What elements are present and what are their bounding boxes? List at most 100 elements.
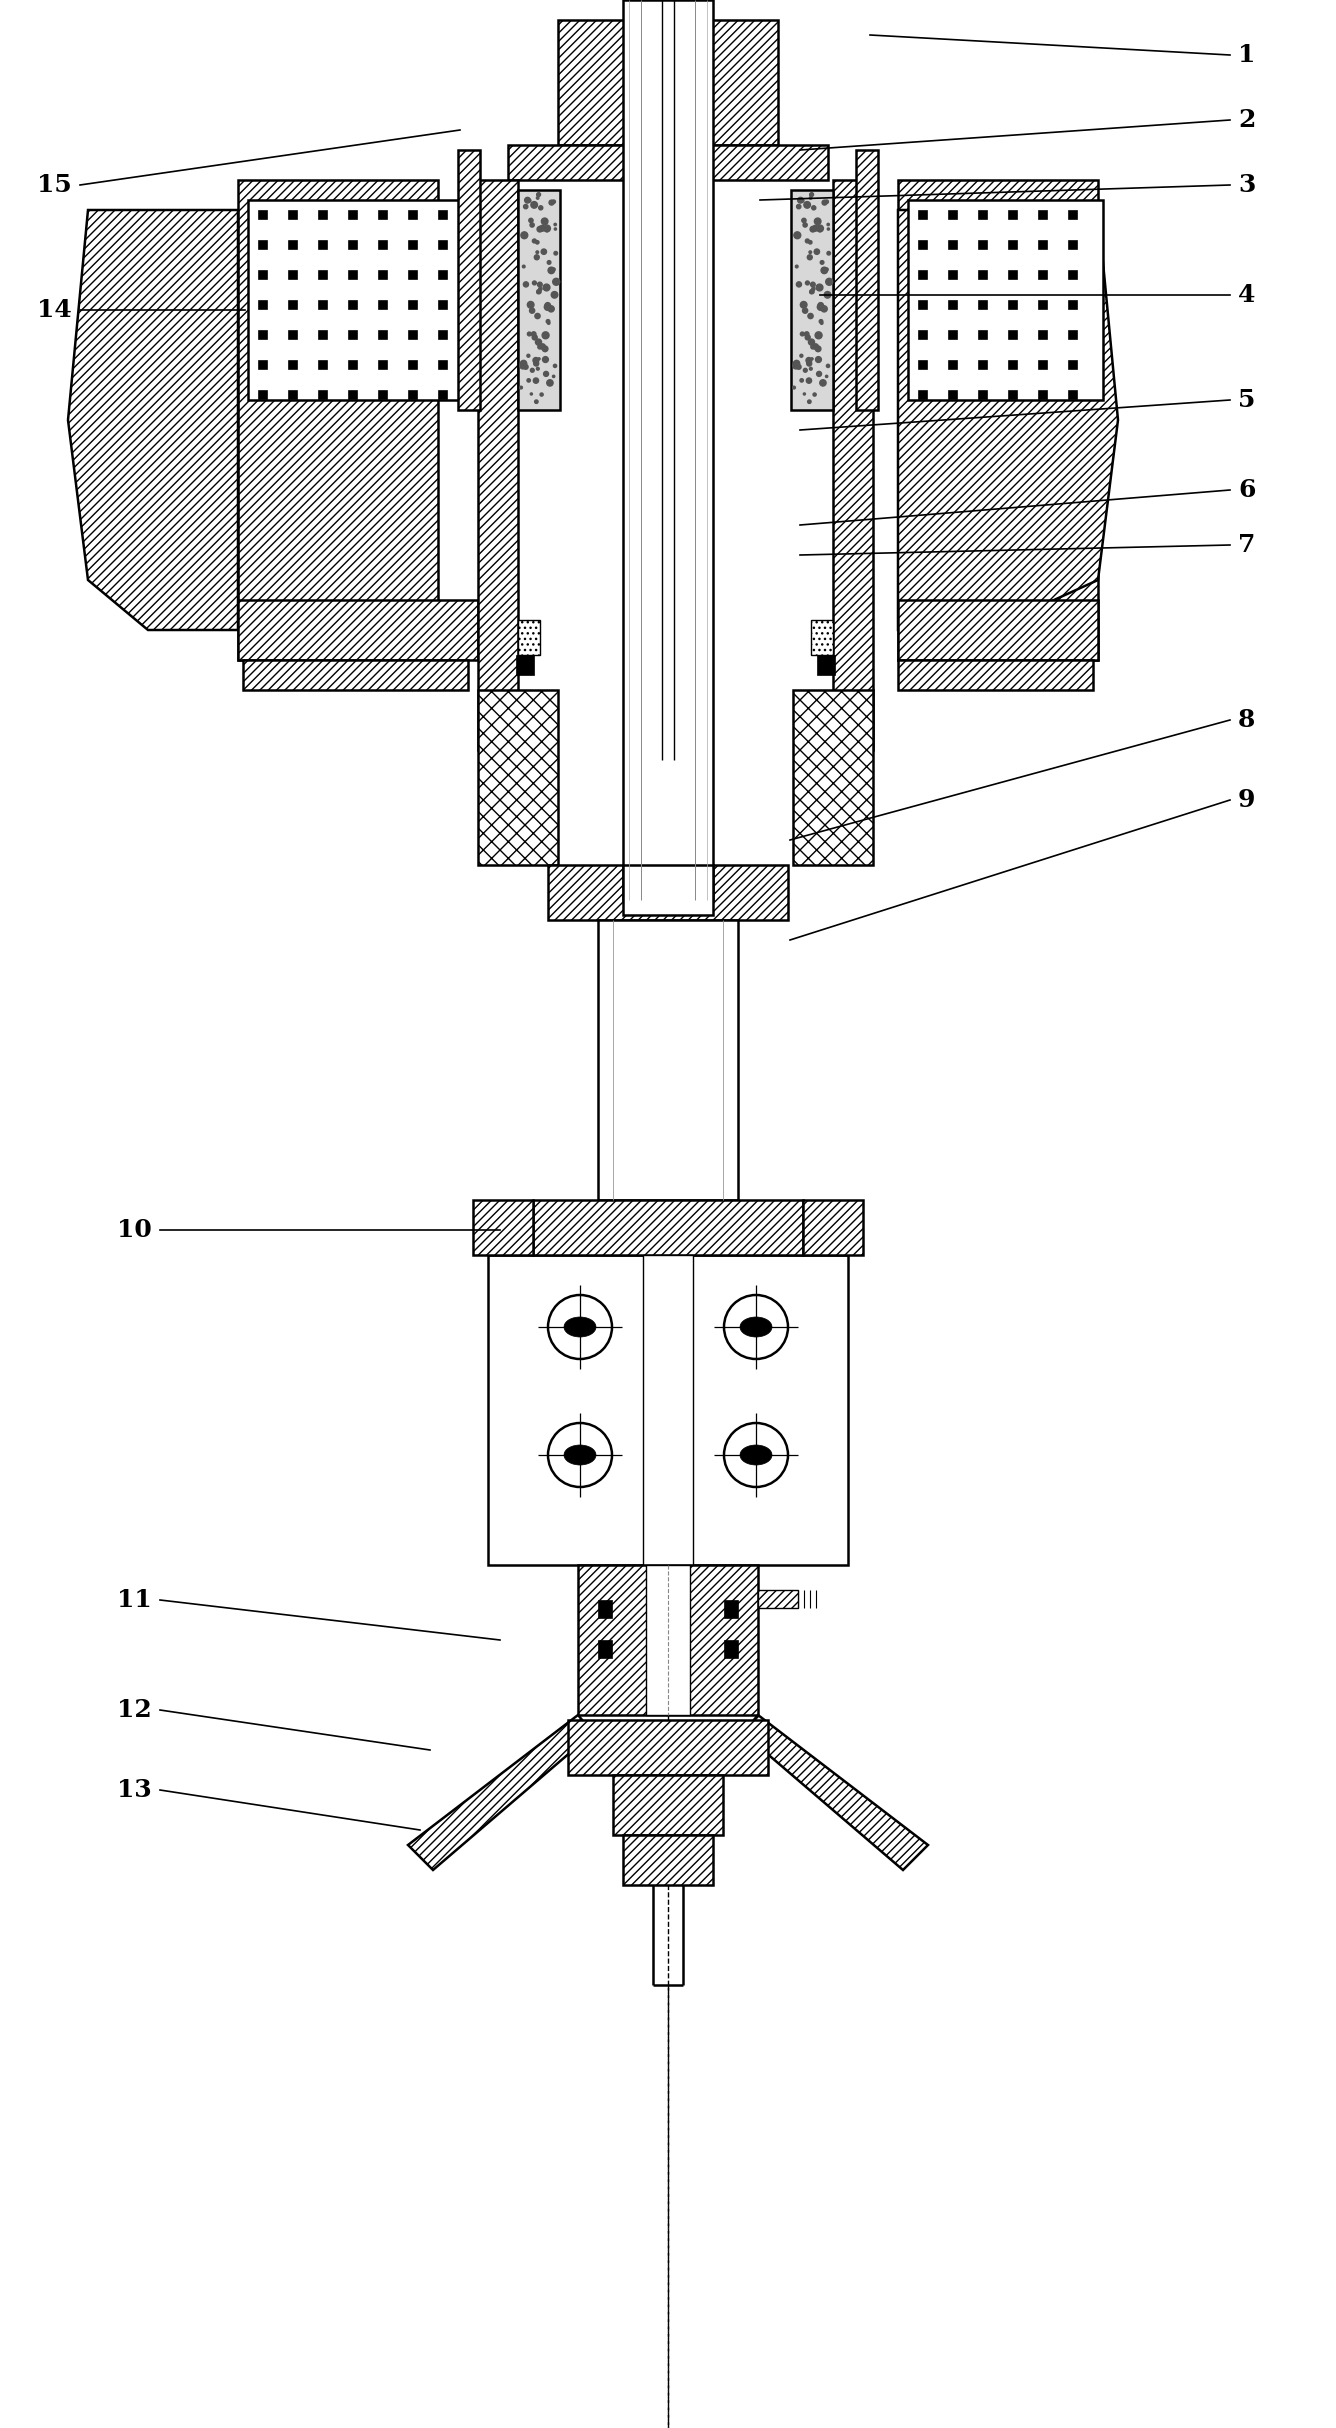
Circle shape — [542, 345, 548, 352]
Text: 1: 1 — [1238, 44, 1256, 68]
Text: 12: 12 — [118, 1697, 152, 1721]
Bar — [548, 864, 788, 920]
Circle shape — [533, 379, 538, 384]
Bar — [623, 1836, 713, 1884]
Bar — [248, 199, 464, 401]
Circle shape — [808, 340, 815, 345]
Circle shape — [537, 367, 540, 369]
Text: 5: 5 — [1238, 388, 1256, 413]
Circle shape — [795, 265, 798, 267]
Circle shape — [537, 289, 541, 294]
Circle shape — [815, 345, 820, 352]
Circle shape — [810, 289, 814, 294]
Bar — [599, 1600, 612, 1617]
Bar — [794, 690, 872, 864]
Circle shape — [802, 219, 806, 223]
Circle shape — [524, 204, 528, 209]
Circle shape — [537, 192, 541, 197]
Circle shape — [533, 362, 538, 367]
Bar — [647, 1566, 689, 1714]
Circle shape — [545, 304, 550, 308]
Circle shape — [810, 250, 811, 253]
Circle shape — [815, 219, 822, 226]
Circle shape — [792, 386, 795, 388]
Circle shape — [806, 335, 810, 340]
Circle shape — [532, 238, 536, 243]
Circle shape — [530, 369, 534, 371]
Circle shape — [548, 306, 554, 311]
Polygon shape — [898, 209, 1118, 629]
Bar — [478, 690, 558, 864]
Circle shape — [537, 291, 540, 294]
Circle shape — [807, 362, 812, 367]
Bar — [478, 180, 518, 750]
Circle shape — [553, 279, 560, 284]
Circle shape — [812, 345, 819, 350]
Circle shape — [544, 226, 550, 231]
Circle shape — [541, 219, 548, 226]
Circle shape — [546, 379, 553, 386]
Circle shape — [815, 357, 822, 362]
Circle shape — [537, 282, 542, 287]
Circle shape — [532, 333, 536, 337]
Circle shape — [528, 301, 534, 308]
Circle shape — [814, 393, 816, 396]
Circle shape — [522, 265, 525, 267]
Bar — [623, 864, 713, 915]
Circle shape — [807, 255, 812, 260]
Circle shape — [528, 333, 532, 335]
Text: 14: 14 — [37, 299, 72, 323]
Circle shape — [534, 313, 540, 318]
Circle shape — [804, 333, 810, 337]
Circle shape — [552, 291, 558, 299]
Bar — [238, 180, 438, 660]
Bar — [643, 1255, 693, 1566]
Circle shape — [526, 354, 530, 357]
Circle shape — [827, 364, 830, 367]
Circle shape — [553, 364, 557, 367]
Circle shape — [820, 260, 824, 265]
Polygon shape — [407, 1714, 593, 1870]
Circle shape — [537, 197, 538, 199]
Circle shape — [524, 282, 529, 287]
Circle shape — [542, 333, 549, 340]
Circle shape — [808, 313, 814, 318]
Circle shape — [804, 202, 811, 209]
Bar — [613, 1775, 723, 1836]
Circle shape — [820, 379, 826, 386]
Circle shape — [810, 367, 812, 369]
Text: 9: 9 — [1238, 789, 1256, 811]
Circle shape — [815, 333, 822, 340]
Circle shape — [811, 282, 815, 287]
Bar — [558, 19, 778, 146]
Circle shape — [794, 362, 799, 367]
Circle shape — [800, 301, 807, 308]
Circle shape — [542, 357, 548, 362]
Text: 4: 4 — [1238, 284, 1256, 306]
Bar — [599, 1639, 612, 1658]
Circle shape — [532, 335, 537, 340]
Circle shape — [521, 231, 528, 238]
Circle shape — [540, 226, 545, 231]
Text: 7: 7 — [1238, 534, 1256, 556]
Bar — [568, 1719, 768, 1775]
Ellipse shape — [740, 1316, 772, 1338]
Circle shape — [812, 226, 818, 231]
Bar — [724, 1600, 737, 1617]
Circle shape — [525, 197, 530, 204]
Circle shape — [826, 279, 832, 284]
Circle shape — [816, 284, 823, 291]
Circle shape — [529, 308, 534, 313]
Bar — [811, 619, 834, 656]
Text: 6: 6 — [1238, 478, 1256, 503]
Circle shape — [541, 250, 546, 255]
Circle shape — [800, 379, 803, 381]
Ellipse shape — [564, 1445, 596, 1464]
Circle shape — [803, 369, 807, 371]
Circle shape — [530, 202, 537, 209]
Bar — [518, 619, 540, 656]
Bar — [834, 180, 872, 750]
Circle shape — [538, 287, 542, 291]
Circle shape — [796, 364, 802, 369]
Bar — [238, 600, 478, 660]
